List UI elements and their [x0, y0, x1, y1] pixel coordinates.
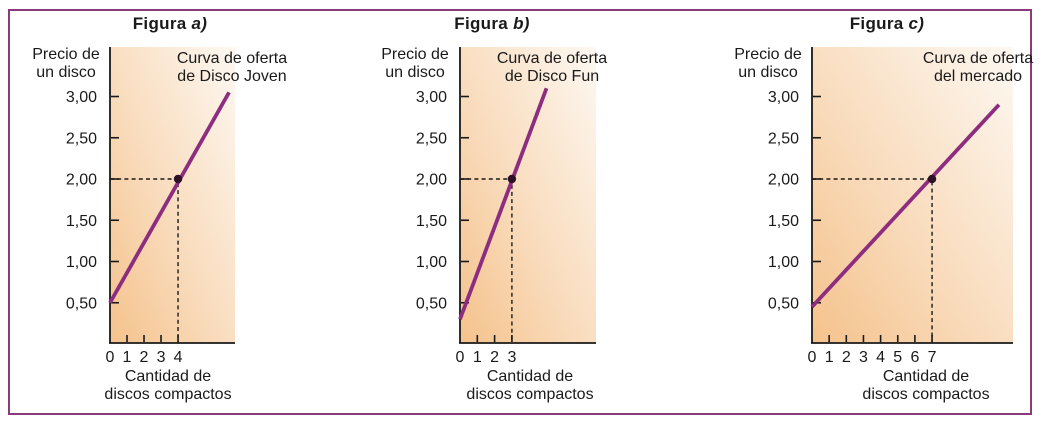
x-tick-label: 3: [157, 349, 166, 366]
x-tick-label: 4: [876, 349, 885, 366]
y-tick-label: 2,00: [66, 172, 97, 189]
x-tick-label: 2: [490, 349, 499, 366]
y-tick-label: 1,50: [416, 213, 447, 230]
y-tick-label: 1,00: [768, 254, 799, 271]
x-tick-label: 3: [507, 349, 516, 366]
y-axis-label-c: Precio de un disco: [734, 46, 802, 81]
x-axis-label-b: Cantidad de discos compactos: [466, 368, 594, 403]
supply-curve-b: [458, 87, 549, 320]
y-tick-label: 2,50: [416, 130, 447, 147]
chart-a: 3,00 2,50 2,00 1,50 1,00 0,50 0 1 2 3 4: [66, 47, 235, 366]
figura-a-title-prefix: Figura: [132, 14, 187, 33]
figura-a-title: Figura a): [133, 14, 208, 34]
x-tick-label: 3: [859, 349, 868, 366]
y-tick-label: 2,50: [66, 130, 97, 147]
y-axis-label-a: Precio de un disco: [32, 46, 100, 81]
x-axis-label-c: Cantidad de discos compactos: [862, 368, 990, 403]
marked-point-c: [927, 174, 937, 184]
y-tick-label: 1,00: [66, 254, 97, 271]
figura-b-title: Figura b): [454, 14, 529, 34]
y-tick-label: 0,50: [768, 295, 799, 312]
y-tick-label: 0,50: [416, 295, 447, 312]
chart-b: 3,00 2,50 2,00 1,50 1,00 0,50 0 1 2 3: [416, 47, 596, 366]
y-tick-label: 2,00: [416, 172, 447, 189]
x-tick-label: 2: [842, 349, 851, 366]
x-tick-label: 5: [893, 349, 902, 366]
plot-area-b: [460, 47, 596, 343]
supply-curve-a: [108, 91, 231, 304]
curve-title-a: Curva de oferta de Disco Joven: [176, 50, 288, 85]
plot-area-c: [812, 47, 1013, 343]
figura-b-title-prefix: Figura: [454, 14, 509, 33]
x-tick-label: 1: [473, 349, 482, 366]
figura-c-title-letter: c): [908, 14, 925, 33]
x-tick-label: 4: [174, 349, 183, 366]
x-tick-label: 1: [825, 349, 834, 366]
figura-b-title-letter: b): [513, 14, 530, 33]
marked-point-b: [507, 174, 517, 184]
x-tick-label: 7: [928, 349, 937, 366]
y-tick-label: 3,00: [66, 89, 97, 106]
x-tick-label: 0: [456, 349, 465, 366]
x-tick-label: 0: [106, 349, 115, 366]
y-tick-label: 1,00: [416, 254, 447, 271]
curve-title-c: Curva de oferta del mercado: [922, 50, 1034, 85]
y-tick-label: 3,00: [768, 89, 799, 106]
x-tick-label: 6: [910, 349, 919, 366]
y-tick-label: 1,50: [66, 213, 97, 230]
y-tick-label: 0,50: [66, 295, 97, 312]
figura-a-title-letter: a): [191, 14, 208, 33]
curve-title-b: Curva de oferta de Disco Fun: [496, 50, 608, 85]
y-tick-label: 2,50: [768, 130, 799, 147]
y-axis-label-b: Precio de un disco: [381, 46, 449, 81]
marked-point-a: [173, 174, 183, 184]
y-tick-label: 2,00: [768, 172, 799, 189]
chart-c: 3,00 2,50 2,00 1,50 1,00 0,50 0 1 2 3 4 5 6 7: [768, 47, 1013, 366]
figura-c-title: Figura c): [850, 14, 925, 34]
x-tick-label: 0: [808, 349, 817, 366]
y-tick-label: 3,00: [416, 89, 447, 106]
figura-c-title-prefix: Figura: [849, 14, 904, 33]
x-tick-label: 2: [140, 349, 149, 366]
supply-curve-c: [810, 103, 1001, 309]
y-tick-label: 1,50: [768, 213, 799, 230]
x-tick-label: 1: [123, 349, 132, 366]
x-axis-label-a: Cantidad de discos compactos: [104, 368, 232, 403]
